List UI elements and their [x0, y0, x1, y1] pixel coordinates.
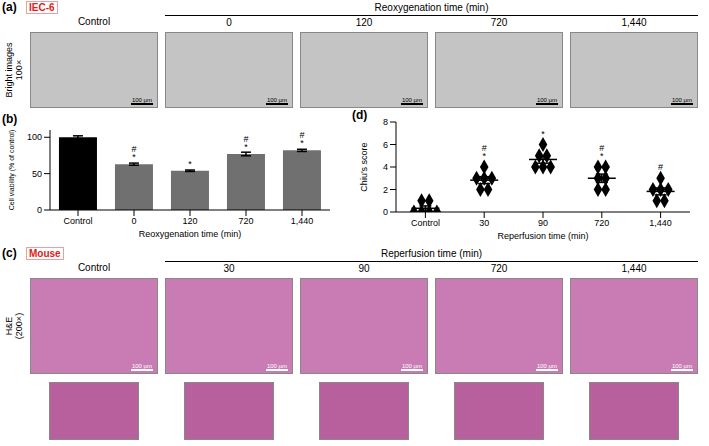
- svg-text:720: 720: [238, 216, 253, 226]
- svg-text:Cell viability (% of control): Cell viability (% of control): [8, 130, 16, 211]
- html-text:100 µm: 100 µm: [401, 363, 423, 369]
- html-text:(a): (a): [2, 0, 17, 14]
- svg-text:Reoxygenation time (min): Reoxygenation time (min): [139, 229, 242, 239]
- svg-text:50: 50: [32, 169, 42, 179]
- html-text:(c): (c): [2, 246, 17, 260]
- html-text:100 µm: 100 µm: [266, 363, 288, 369]
- svg-text:*: *: [482, 151, 486, 161]
- html-text:100×: 100×: [14, 59, 24, 81]
- html-text:100 µm: 100 µm: [401, 97, 423, 103]
- svg-text:*: *: [300, 138, 304, 148]
- html-text:1,440: 1,440: [621, 263, 647, 274]
- html-text:(b): (b): [2, 112, 18, 126]
- svg-text:#: #: [658, 162, 663, 172]
- html-text:30: 30: [223, 263, 235, 274]
- svg-text:0: 0: [131, 216, 136, 226]
- html-text:1,440: 1,440: [621, 17, 647, 28]
- html-text:Control: Control: [77, 16, 111, 27]
- svg-text:6: 6: [383, 140, 388, 150]
- html-text:Bright images: Bright images: [4, 42, 14, 98]
- svg-text:0: 0: [383, 207, 388, 217]
- html-text:720: 720: [490, 17, 508, 28]
- html-text:120: 120: [355, 17, 373, 28]
- svg-text:2: 2: [383, 185, 388, 195]
- html-text:0: 0: [226, 17, 232, 28]
- html-text:100 µm: 100 µm: [671, 97, 693, 103]
- svg-text:0: 0: [37, 205, 42, 215]
- svg-text:Control: Control: [63, 216, 92, 226]
- svg-text:120: 120: [182, 216, 197, 226]
- html-text:Reoxygenation time (min): Reoxygenation time (min): [374, 2, 489, 13]
- svg-text:Reperfusion time (min): Reperfusion time (min): [497, 231, 588, 241]
- svg-text:30: 30: [479, 218, 489, 228]
- svg-text:Chiu's score: Chiu's score: [359, 142, 369, 191]
- svg-text:*: *: [188, 159, 192, 169]
- svg-text:720: 720: [594, 218, 609, 228]
- html-text:100 µm: 100 µm: [266, 97, 288, 103]
- svg-text:4: 4: [383, 162, 388, 172]
- html-text:100 µm: 100 µm: [536, 97, 558, 103]
- html-text:Reperfusion time (min): Reperfusion time (min): [380, 248, 483, 259]
- svg-text:*: *: [600, 151, 604, 161]
- html-text:Mouse: Mouse: [29, 248, 61, 259]
- svg-text:100: 100: [27, 132, 42, 142]
- svg-text:*: *: [132, 152, 136, 162]
- svg-text:8: 8: [383, 117, 388, 127]
- svg-text:1,440: 1,440: [291, 216, 314, 226]
- svg-text:90: 90: [538, 218, 548, 228]
- svg-text:1,440: 1,440: [649, 218, 672, 228]
- svg-text:Control: Control: [411, 218, 440, 228]
- html-text:IEC-6: IEC-6: [29, 2, 55, 13]
- html-text:100 µm: 100 µm: [131, 97, 153, 103]
- html-text:100 µm: 100 µm: [131, 363, 153, 369]
- html-text:90: 90: [358, 263, 370, 274]
- html-text:(d): (d): [352, 108, 368, 122]
- svg-text:*: *: [541, 129, 545, 139]
- html-text:Control: Control: [77, 262, 111, 273]
- svg-text:*: *: [244, 142, 248, 152]
- html-text:100 µm: 100 µm: [671, 363, 693, 369]
- html-text:720: 720: [490, 263, 508, 274]
- html-text:H&E: H&E: [4, 316, 14, 336]
- html-text:100 µm: 100 µm: [536, 363, 558, 369]
- html-text:(200×): (200×): [14, 312, 24, 340]
